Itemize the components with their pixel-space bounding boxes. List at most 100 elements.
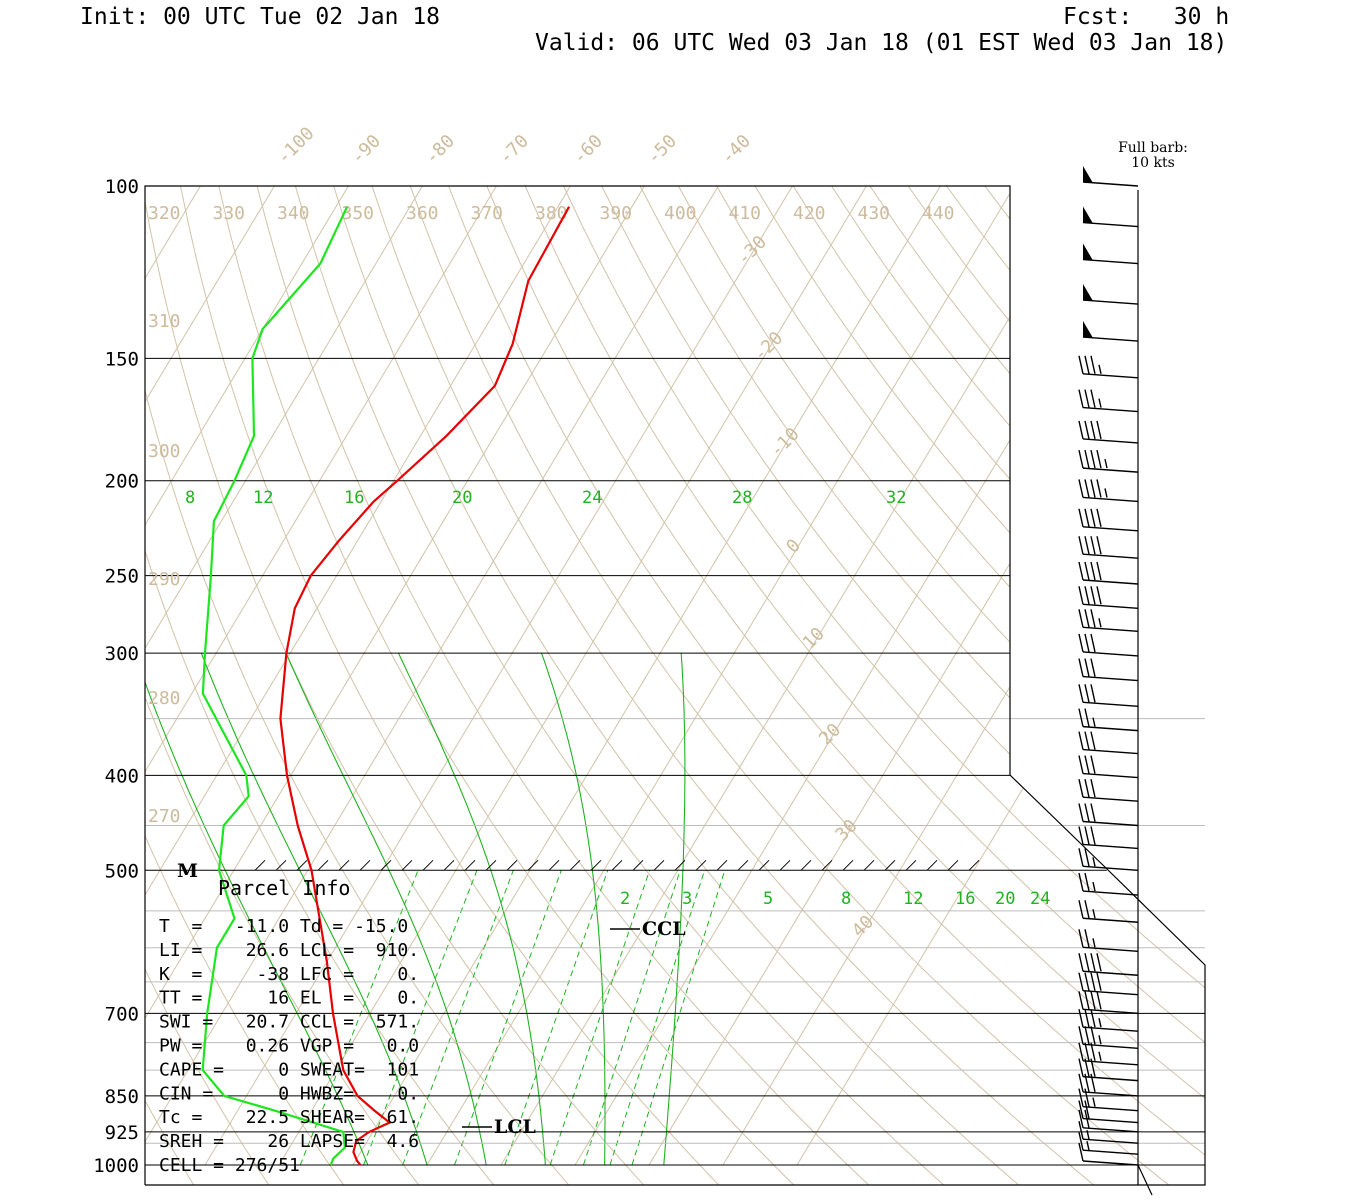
hatch-mark — [884, 859, 896, 871]
mixing-ratio-label: 2 — [620, 889, 630, 909]
wind-barb-flag — [1084, 826, 1090, 845]
mixing-ratio-label: 24 — [1030, 889, 1050, 909]
wind-barb-half-flag — [1104, 458, 1108, 469]
wind-barb-flag — [1078, 803, 1084, 822]
wind-barb — [1082, 796, 1139, 802]
wind-barb-flag — [1090, 826, 1096, 845]
surface-barb — [1137, 1164, 1153, 1196]
wind-barb-flag — [1090, 536, 1096, 555]
hatch-mark — [422, 859, 434, 871]
isotherm-label: -70 — [495, 131, 533, 169]
hatch-mark — [674, 859, 686, 871]
ccl-label: CCL — [642, 918, 686, 940]
hatch-mark — [611, 859, 623, 871]
isotherm-line — [796, 186, 1205, 1166]
parcel-info-row: CAPE = 0 SWEAT= 101 — [159, 1059, 419, 1080]
hatch-mark — [821, 859, 833, 871]
parcel-info-row: SREH = 26 LAPSE= 4.6 — [159, 1131, 419, 1152]
wind-barb-flag — [1090, 1073, 1096, 1093]
hatch-mark — [401, 859, 413, 871]
wind-barb-flag — [1096, 561, 1102, 581]
wind-barb — [1082, 1026, 1139, 1032]
wind-barb-flag — [1090, 1026, 1096, 1045]
wind-barb — [1082, 496, 1139, 503]
wind-barb-flag — [1090, 658, 1096, 677]
hatch-mark — [800, 859, 812, 871]
dry-adiabat-line — [145, 186, 420, 1185]
wind-barb-half-flag — [1098, 1051, 1102, 1061]
wind-barb-flag — [1078, 536, 1084, 555]
parcel-info-row: LI = 26.6 LCL = 910. — [159, 940, 419, 961]
parcel-info-row: CELL = 276/51 — [159, 1155, 300, 1176]
hatch-mark — [716, 859, 728, 871]
wind-barb-flag — [1090, 731, 1096, 750]
wind-barb-flag — [1084, 684, 1090, 703]
isotherm-line — [204, 186, 793, 1166]
wind-barb-flag — [1090, 755, 1096, 774]
dry-adiabat-line — [792, 186, 1205, 1185]
hatch-mark — [338, 859, 350, 871]
wind-barb-flag — [1096, 953, 1102, 972]
wind-barb — [1082, 748, 1139, 755]
isotherm-label: 40 — [848, 911, 878, 941]
wind-barb-flag — [1084, 872, 1090, 892]
parcel-info-row: SWI = 20.7 CCL = 571. — [159, 1012, 419, 1033]
wind-barb — [1082, 626, 1139, 632]
isotherm-label: -100 — [273, 123, 319, 169]
wind-barb-column: Full barb:10 kts — [1078, 140, 1188, 1196]
wind-barb-flag — [1084, 609, 1090, 628]
pressure-label: 1000 — [93, 1155, 139, 1177]
mixing-ratio-line — [454, 870, 562, 1166]
wind-barb — [1082, 603, 1139, 610]
wind-barb-flag — [1096, 420, 1102, 440]
theta-label: 280 — [148, 688, 181, 709]
hatch-mark — [590, 859, 602, 871]
dry-adiabat-line — [0, 186, 44, 1186]
wind-barb-flag — [1078, 684, 1084, 703]
wind-barb-flag — [1078, 872, 1084, 892]
pressure-label: 925 — [105, 1122, 139, 1144]
wind-barb-flag — [1090, 508, 1096, 527]
isotherm-label: -80 — [421, 131, 459, 169]
hatch-mark — [380, 859, 392, 871]
wind-barb-flag — [1084, 972, 1090, 991]
wind-barb — [1082, 406, 1139, 413]
wind-barb — [1082, 1149, 1139, 1155]
theta-label: 320 — [148, 203, 181, 224]
wind-barb-flag — [1084, 658, 1090, 677]
wind-barb-flag — [1078, 1109, 1084, 1129]
hatch-mark — [569, 859, 581, 871]
frame-border — [144, 185, 1206, 1186]
mixing-ratio-lines — [299, 870, 726, 1166]
parcel-info-row: Tc = 22.5 SHEAR= 61. — [159, 1107, 419, 1128]
theta-label: 360 — [406, 203, 439, 224]
theta-label: 410 — [729, 203, 762, 224]
theta-label: 340 — [277, 203, 310, 224]
dry-adiabat-line — [754, 186, 1205, 1185]
isotherm-label: 20 — [815, 719, 845, 749]
hatch-mark — [926, 859, 938, 871]
dry-adiabat-line — [371, 186, 1096, 1185]
wind-barb — [1082, 1105, 1139, 1112]
melting-level-hatch — [254, 859, 980, 871]
barb-note-line2: 10 kts — [1131, 155, 1175, 171]
wind-barb-flag — [1090, 1009, 1096, 1028]
pressure-label: 100 — [105, 176, 139, 198]
hatch-mark — [275, 859, 287, 871]
wind-barb-half-flag — [1098, 1035, 1102, 1045]
wind-barb-flag — [1084, 779, 1090, 798]
theta-label: 330 — [213, 203, 246, 224]
wind-barb-flag — [1084, 991, 1090, 1010]
pressure-label: 150 — [105, 348, 139, 370]
isotherm-label: -10 — [766, 424, 804, 462]
wind-barb-flag — [1078, 900, 1084, 919]
isotherm-label: 10 — [799, 623, 829, 653]
wind-barb-pennant — [1083, 321, 1093, 339]
wind-barb-flag — [1084, 929, 1090, 948]
wind-barb — [1082, 701, 1139, 708]
dry-adiabat-line — [677, 186, 1205, 1185]
wind-barb-flag — [1078, 658, 1084, 677]
wind-barb-flag — [1078, 420, 1084, 440]
isotherm-line — [0, 186, 52, 1165]
wind-barb-flag — [1078, 731, 1084, 750]
